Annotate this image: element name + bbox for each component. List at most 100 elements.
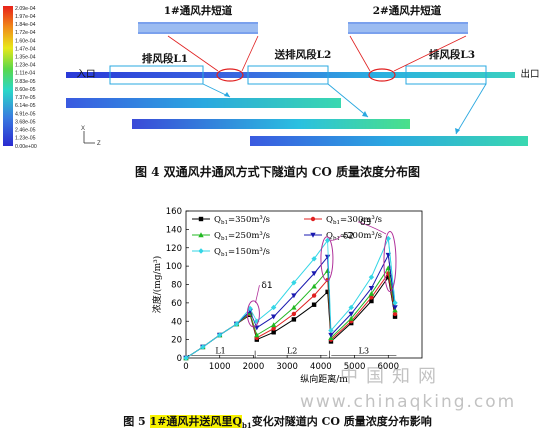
series-point: [233, 321, 240, 327]
y-tick-label: 80: [171, 281, 182, 291]
x-tick-label: 6000: [377, 362, 399, 372]
series-point: [324, 237, 331, 244]
legend-label: Qb1=250m³/s: [214, 231, 270, 242]
series-point: [392, 314, 398, 319]
y-axis-label: 浓度/(mg/m³): [151, 256, 163, 314]
series-point: [291, 317, 297, 322]
colorbar-tick-label: 1.11e-04: [15, 71, 35, 77]
x-axis-label: 纵向距离/m: [300, 373, 348, 385]
x-tick-label: 3000: [276, 362, 298, 372]
series-point: [271, 330, 276, 335]
exit-label: 出口: [520, 68, 539, 80]
series-point: [270, 322, 277, 328]
watermark-url: www.chinaqking.com: [300, 392, 517, 412]
colorbar-tick-label: 1.23e-04: [15, 63, 36, 69]
legend-marker: [198, 216, 204, 222]
x-tick-label: 4000: [310, 362, 332, 372]
series-point: [217, 332, 223, 338]
y-tick-label: 100: [166, 262, 182, 272]
junction-ellipse-2: [368, 68, 396, 82]
series-point: [369, 298, 374, 304]
colorbar-tick-label: 3.68e-05: [15, 119, 36, 125]
series-drop: [249, 312, 258, 336]
colorbar-tick-label: 8.60e-05: [15, 87, 36, 93]
delta-ellipse: [246, 300, 260, 328]
series-point: [270, 304, 277, 311]
series-point: [392, 300, 398, 306]
colorbar-tick-label: 7.37e-05: [15, 95, 36, 101]
series-point: [328, 332, 334, 338]
colorbar-tick-label: 1.72e-04: [15, 30, 36, 36]
delta-ellipse: [320, 236, 334, 282]
series-point: [271, 326, 276, 331]
legend-label: Qb1=350m³/s: [214, 215, 270, 226]
series-point: [368, 290, 375, 296]
series-point: [348, 311, 354, 317]
series-line: [330, 236, 396, 331]
y-tick-label: 60: [171, 299, 182, 309]
series-point: [328, 327, 334, 334]
delta-pointer: [255, 285, 260, 303]
figure-4-caption: 图 4 双通风井通风方式下隧道内 CO 质量浓度分布图: [134, 165, 421, 179]
segment-label-l2: 送排风段L2: [274, 48, 332, 61]
series-point: [291, 304, 297, 310]
segment-box-l1: [109, 65, 204, 85]
segment-label-l3: 排风段L3: [429, 48, 475, 61]
l3-detail-strip: [250, 136, 528, 146]
colorbar-tick-label: 2.09e-04: [15, 6, 36, 12]
y-tick-label: 40: [171, 317, 182, 327]
y-tick-label: 20: [171, 336, 182, 346]
series-point: [291, 293, 297, 299]
figure-5-chart: 0 20 40 60 80 100 120 140 160 0 1000 2000 3000 4000 50…: [151, 207, 423, 385]
delta-pointer: [330, 235, 342, 241]
segment-label: L2: [287, 346, 297, 355]
entrance-label: 入口: [76, 69, 95, 80]
series-point: [311, 293, 317, 298]
colorbar-tick-label: 4.91e-05: [15, 111, 36, 117]
segment-label: L3: [359, 346, 369, 355]
shaft2-label: 2#通风井短道: [373, 4, 442, 17]
main-tunnel: [66, 72, 515, 78]
series-point: [369, 295, 374, 300]
colorbar: [3, 6, 13, 146]
fig5-caption-qsub: b1: [242, 421, 252, 430]
colorbar-tick-label: 1.84e-04: [15, 22, 36, 28]
colorbar-tick-label: 1.23e-05: [15, 136, 36, 142]
series-point: [200, 344, 206, 350]
series-drop: [387, 238, 396, 303]
legend-label: Qb1=150m³/s: [214, 247, 270, 258]
y-tick-label: 140: [166, 225, 182, 235]
fig5-caption-q: Q: [232, 415, 243, 428]
axis-z-label: Z: [97, 141, 101, 147]
series-line: [330, 253, 396, 336]
segment-box-l3: [405, 65, 487, 85]
legend-marker: [198, 232, 204, 238]
l1-detail-strip: [66, 98, 341, 108]
segment-label-l1: 排风段L1: [142, 52, 188, 65]
delta-pointer: [357, 221, 387, 235]
delta-label: δ2: [343, 232, 354, 242]
junction-ellipse-1: [216, 68, 244, 82]
y-tick-label: 120: [166, 244, 182, 254]
series-line: [330, 275, 396, 342]
figure-5-caption: 图 5 1#通风井送风里Qb1变化对隧道内 CO 质量浓度分布影响: [0, 413, 555, 430]
series-point: [311, 302, 317, 307]
series-point: [386, 274, 391, 280]
series-point: [270, 314, 277, 320]
series-point: [254, 332, 260, 338]
series-point: [368, 274, 375, 280]
fig5-caption-post: 变化对隧道内 CO 质量浓度分布影响: [251, 415, 432, 428]
series-point: [324, 254, 331, 260]
series-point: [348, 304, 354, 311]
series-point: [311, 283, 317, 289]
x-tick-label: 5000: [344, 362, 366, 372]
delta-label: δ3: [360, 218, 371, 228]
delta-label: δ1: [261, 281, 272, 291]
x-tick-label: 2000: [243, 362, 265, 372]
series-drop: [249, 310, 258, 328]
y-tick-label: 160: [166, 207, 182, 217]
series-drop: [327, 240, 332, 331]
figure-4-contour: 2.09e-04 1.97e-04 1.84e-04 1.72e-04 1.60e-04…: [3, 4, 540, 150]
series-point: [325, 289, 330, 295]
colorbar-tick-label: 1.97e-04: [15, 14, 36, 20]
